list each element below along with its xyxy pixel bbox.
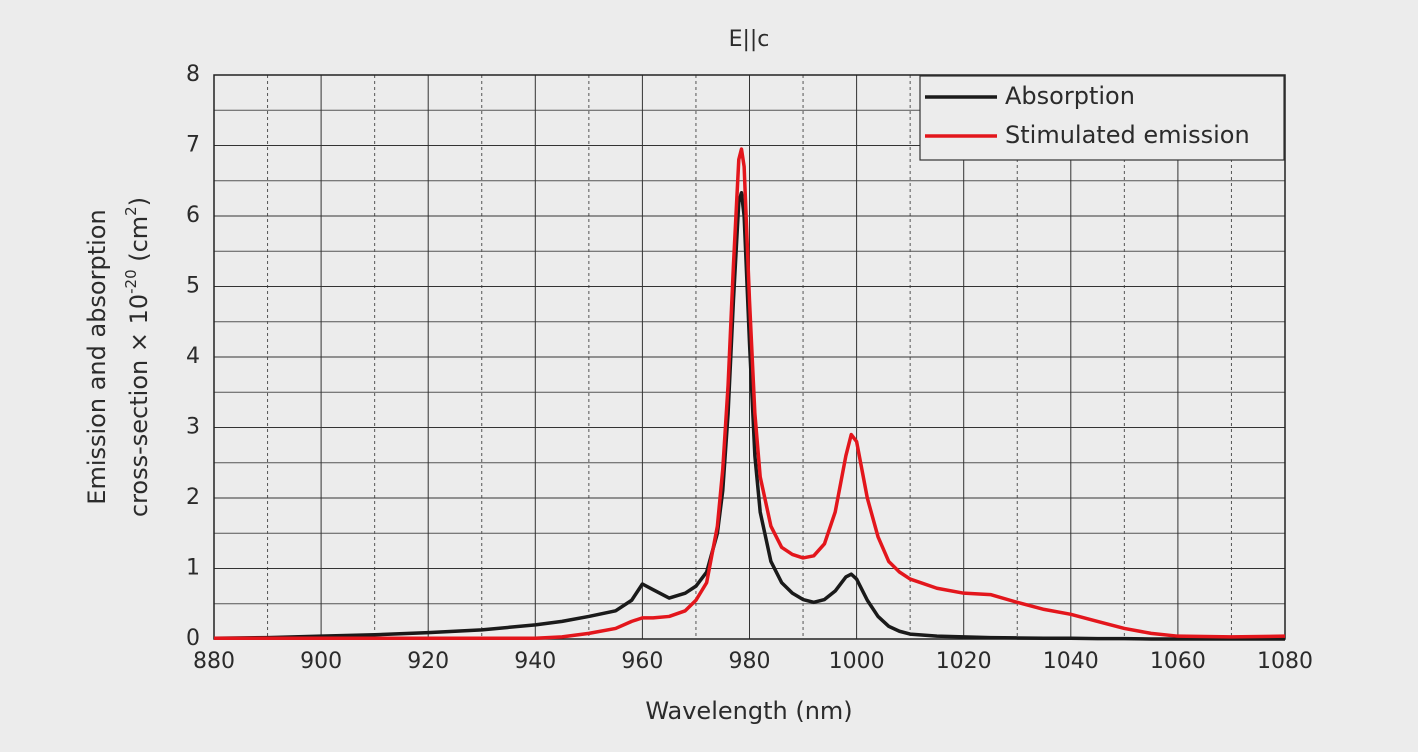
x-tick-label: 960 xyxy=(621,649,663,674)
x-tick-label: 900 xyxy=(300,649,342,674)
line-series xyxy=(213,190,1285,641)
y-axis-label: Emission and absorption cross-section × … xyxy=(83,197,153,517)
x-tick-label: 1060 xyxy=(1150,649,1206,674)
legend-label: Stimulated emission xyxy=(1005,121,1250,149)
y-tick-label: 1 xyxy=(186,556,200,581)
y-axis-label-part: ) xyxy=(125,197,153,206)
y-tick-label: 3 xyxy=(186,415,200,440)
x-tick-label: 920 xyxy=(407,649,449,674)
y-axis-label-line: cross-section × 10-20 (cm2) xyxy=(122,197,154,517)
y-axis-label-part: 2 xyxy=(122,206,140,216)
y-tick-label: 8 xyxy=(186,62,200,87)
line-series xyxy=(214,147,1286,641)
chart-title: E||c xyxy=(729,27,770,52)
y-axis-label-part: cross-section × 10 xyxy=(125,294,153,517)
x-tick-label: 1040 xyxy=(1043,649,1099,674)
y-axis-label-line: Emission and absorption xyxy=(83,209,111,504)
y-tick-label: 4 xyxy=(186,344,200,369)
y-axis-label-part: (cm xyxy=(125,216,153,270)
y-tick-label: 5 xyxy=(186,274,200,299)
y-tick-label: 6 xyxy=(186,203,200,228)
x-tick-label: 1080 xyxy=(1257,649,1313,674)
legend-label: Absorption xyxy=(1005,82,1135,110)
y-tick-label: 0 xyxy=(186,626,200,651)
y-tick-label: 2 xyxy=(186,485,200,510)
y-tick-label: 7 xyxy=(186,133,200,158)
plot-frame xyxy=(213,74,1286,640)
legend-box xyxy=(919,75,1285,161)
x-tick-label: 1000 xyxy=(829,649,885,674)
x-tick-label: 1020 xyxy=(936,649,992,674)
x-axis-label: Wavelength (nm) xyxy=(645,697,852,725)
y-axis-label-part: -20 xyxy=(122,269,140,294)
x-tick-label: 940 xyxy=(514,649,556,674)
x-tick-label: 880 xyxy=(193,649,235,674)
x-tick-label: 980 xyxy=(729,649,771,674)
